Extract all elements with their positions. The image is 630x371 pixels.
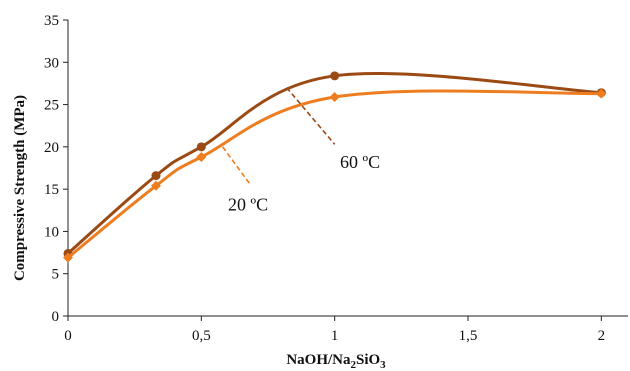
series-layer bbox=[63, 71, 607, 263]
data-point bbox=[151, 171, 161, 181]
data-point bbox=[63, 252, 73, 263]
x-tick-label: 0,5 bbox=[192, 328, 211, 344]
series-label: 20 ºC bbox=[228, 194, 268, 214]
y-tick-label: 30 bbox=[44, 55, 59, 71]
data-point bbox=[596, 88, 607, 99]
data-point bbox=[196, 152, 207, 163]
data-point bbox=[330, 71, 340, 81]
x-tick-label: 2 bbox=[598, 328, 606, 344]
data-point bbox=[196, 142, 206, 152]
series-line bbox=[67, 89, 602, 259]
series-leader-line bbox=[286, 87, 336, 145]
data-point bbox=[151, 180, 161, 191]
data-point bbox=[329, 91, 340, 102]
x-tick-label: 1,5 bbox=[459, 328, 478, 344]
y-tick-label: 35 bbox=[44, 13, 59, 29]
series-label: 60 ºC bbox=[340, 152, 380, 172]
y-tick-label: 5 bbox=[52, 267, 60, 283]
y-tick-label: 15 bbox=[44, 182, 59, 198]
axes: 0 5 10 15 20 25 30 35 0 0,5 1 1,5 2 bbox=[44, 13, 628, 344]
y-tick-label: 20 bbox=[44, 140, 59, 156]
series-leader-line bbox=[222, 146, 250, 184]
series-1 bbox=[63, 88, 607, 263]
x-axis-title: NaOH/Na2SiO3 bbox=[286, 352, 386, 371]
annotations: 60 ºC 20 ºC bbox=[222, 87, 380, 214]
x-tick-label: 0 bbox=[64, 328, 72, 344]
y-tick-label: 10 bbox=[44, 224, 59, 240]
x-tick-label: 1 bbox=[331, 328, 339, 344]
y-tick-label: 25 bbox=[44, 98, 59, 114]
y-tick-label: 0 bbox=[52, 309, 60, 325]
series-line bbox=[67, 71, 602, 255]
y-axis-title: Compressive Strength (MPa) bbox=[12, 95, 28, 281]
